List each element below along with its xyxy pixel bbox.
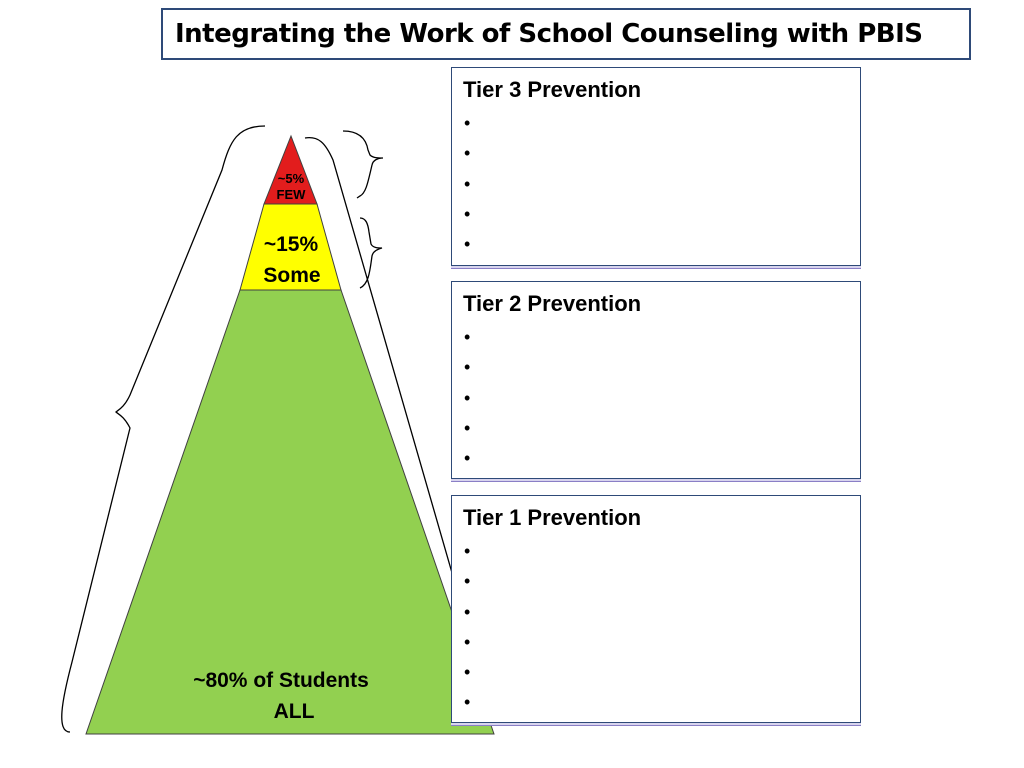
list-item: [464, 352, 470, 382]
top-layer-percent: ~5%: [278, 171, 305, 186]
pyramid-top-layer: [263, 134, 318, 205]
top-tier-brace: [342, 130, 384, 199]
tier1-title: Tier 1 Prevention: [463, 505, 642, 530]
list-item: [464, 566, 470, 596]
bottom-layer-label: ALL: [274, 700, 315, 723]
tier1-bullet-list: [464, 536, 470, 718]
list-item: [464, 687, 470, 717]
top-layer-label: FEW: [277, 187, 307, 202]
right-slope-line: [304, 136, 496, 723]
list-item: [464, 322, 470, 352]
tier2-box: Tier 2 Prevention: [451, 281, 861, 479]
bottom-layer-percent: ~80% of Students: [193, 669, 369, 692]
pyramid-bottom-layer: [85, 289, 495, 735]
left-brace: [61, 125, 266, 733]
list-item: [464, 627, 470, 657]
tier2-bullet-list: [464, 322, 470, 473]
tier1-box: Tier 1 Prevention: [451, 495, 861, 723]
page-title: Integrating the Work of School Counselin…: [175, 19, 923, 49]
tier3-title: Tier 3 Prevention: [463, 77, 642, 102]
list-item: [464, 138, 470, 168]
list-item: [464, 657, 470, 687]
list-item: [464, 536, 470, 566]
list-item: [464, 169, 470, 199]
list-item: [464, 383, 470, 413]
tier2-title: Tier 2 Prevention: [463, 291, 642, 316]
list-item: [464, 108, 470, 138]
tier3-box: Tier 3 Prevention: [451, 67, 861, 266]
tier3-bullet-list: [464, 108, 470, 259]
list-item: [464, 229, 470, 259]
middle-tier-brace: [359, 217, 383, 289]
title-box: Integrating the Work of School Counselin…: [161, 8, 971, 60]
list-item: [464, 199, 470, 229]
list-item: [464, 443, 470, 473]
middle-layer-percent: ~15%: [264, 233, 319, 256]
list-item: [464, 413, 470, 443]
list-item: [464, 597, 470, 627]
middle-layer-label: Some: [263, 264, 320, 287]
